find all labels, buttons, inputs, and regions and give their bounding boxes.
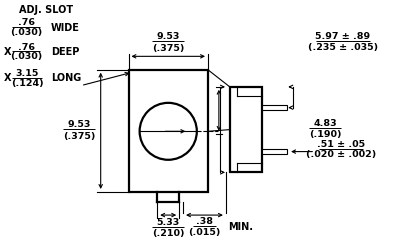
Text: (.015): (.015) [188, 228, 221, 237]
Text: LONG: LONG [51, 73, 81, 83]
Text: 5.33: 5.33 [156, 218, 180, 227]
Text: ADJ. SLOT: ADJ. SLOT [19, 5, 73, 15]
Text: (.030): (.030) [10, 52, 42, 61]
Bar [230, 87, 262, 172]
Text: 3.15: 3.15 [16, 69, 39, 78]
Text: (.235 ± .035): (.235 ± .035) [308, 43, 378, 52]
Text: X: X [4, 73, 11, 83]
Text: (.020 ± .002): (.020 ± .002) [306, 150, 376, 159]
Text: 4.83: 4.83 [313, 119, 337, 128]
Text: (.030): (.030) [10, 28, 42, 37]
Text: (.210): (.210) [152, 229, 184, 238]
Text: .38: .38 [196, 217, 213, 226]
Text: DEEP: DEEP [51, 47, 80, 57]
Text: (.124): (.124) [11, 79, 44, 88]
Text: (.190): (.190) [309, 130, 341, 140]
Ellipse shape [140, 103, 197, 160]
Text: (.375): (.375) [63, 132, 95, 141]
Text: MIN.: MIN. [228, 222, 253, 232]
Text: 9.53: 9.53 [156, 32, 180, 41]
Text: .51 ± .05: .51 ± .05 [317, 140, 365, 149]
Bar [262, 149, 287, 154]
Text: (.375): (.375) [152, 44, 184, 53]
Text: X: X [4, 47, 11, 57]
Text: .76: .76 [18, 18, 35, 27]
Text: 9.53: 9.53 [67, 120, 90, 129]
Bar [262, 105, 287, 110]
Bar [128, 70, 208, 192]
Text: WIDE: WIDE [51, 22, 80, 33]
Text: .76: .76 [18, 42, 35, 52]
Text: 5.97 ± .89: 5.97 ± .89 [316, 32, 370, 41]
